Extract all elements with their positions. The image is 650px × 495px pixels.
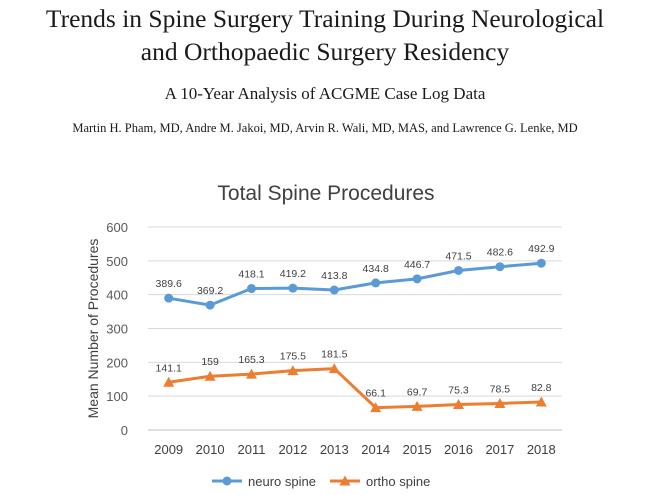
data-labels: 389.6 369.2 418.1 419.2 413.8 434.8 446.7 471.5…	[156, 243, 555, 399]
x-tick-label: 2016	[444, 442, 473, 457]
data-label: 369.2	[197, 285, 223, 297]
x-tick-label: 2010	[196, 442, 225, 457]
legend-marker	[222, 476, 232, 486]
data-point	[536, 258, 546, 268]
data-label: 471.5	[445, 250, 471, 262]
x-tick-label: 2017	[485, 442, 514, 457]
data-label: 82.8	[531, 382, 552, 394]
paper-title-line-1: Trends in Spine Surgery Training During …	[45, 4, 605, 33]
data-label: 446.7	[404, 259, 430, 271]
data-point	[370, 402, 382, 413]
series-line-neuro-spine	[168, 261, 542, 307]
data-label: 159	[201, 356, 219, 368]
y-tick-label: 500	[106, 254, 128, 269]
data-point	[412, 274, 422, 284]
data-point	[247, 284, 256, 294]
data-point	[535, 396, 547, 407]
data-point	[411, 400, 423, 411]
y-tick-label: 400	[106, 288, 128, 303]
data-point	[204, 370, 216, 381]
data-point	[494, 397, 506, 408]
x-tick-label: 2013	[320, 442, 349, 457]
data-point	[288, 283, 298, 293]
gridlines	[148, 226, 562, 431]
y-axis-label: Mean Number of Procedures	[85, 239, 101, 419]
x-tick-label: 2009	[154, 442, 183, 457]
legend: neuro spine ortho spine	[212, 474, 430, 489]
data-point	[371, 278, 381, 288]
data-point	[287, 365, 299, 376]
legend-label: neuro spine	[248, 474, 316, 489]
y-tick-label: 200	[106, 355, 128, 370]
paper-title: Trends in Spine Surgery Training During …	[0, 2, 650, 68]
paper-subtitle: A 10-Year Analysis of ACGME Case Log Dat…	[164, 84, 486, 103]
data-label: 78.5	[490, 383, 511, 395]
x-tick-label: 2011	[238, 442, 266, 457]
data-point	[205, 300, 215, 310]
paper-authors: Martin H. Pham, MD, Andre M. Jakoi, MD, …	[72, 121, 578, 135]
data-label: 389.6	[156, 278, 182, 290]
y-tick-label: 600	[106, 220, 128, 235]
data-label: 75.3	[448, 385, 469, 397]
series-line-ortho-spine	[168, 367, 542, 410]
x-tick-label: 2018	[527, 442, 556, 457]
x-tick-label: 2014	[361, 442, 390, 457]
data-point	[164, 293, 174, 303]
legend-marker	[339, 475, 351, 486]
y-tick-label: 100	[106, 389, 128, 404]
data-point	[495, 262, 505, 272]
data-label: 418.1	[238, 269, 264, 281]
x-tick-label: 2015	[403, 442, 432, 457]
data-point	[329, 285, 339, 295]
series-group	[163, 258, 547, 413]
chart-title: Total Spine Procedures	[217, 182, 434, 205]
y-tick-label: 300	[106, 322, 128, 337]
data-label: 181.5	[321, 349, 347, 361]
data-label: 175.5	[280, 351, 306, 363]
y-tick-label: 0	[121, 423, 128, 438]
data-label: 66.1	[365, 388, 386, 400]
data-label: 434.8	[363, 263, 389, 275]
x-tick-label: 2012	[278, 442, 307, 457]
data-label: 492.9	[528, 243, 554, 255]
data-label: 419.2	[280, 268, 306, 280]
data-label: 165.3	[238, 354, 264, 366]
data-point	[328, 363, 340, 374]
data-label: 141.1	[156, 362, 182, 374]
data-point	[454, 265, 463, 275]
data-point	[453, 399, 464, 410]
axes: 0 100 200 300 400 500 600 2009 2010 2011 2012 2013 2…	[85, 220, 556, 457]
data-label: 482.6	[487, 247, 513, 259]
data-point	[163, 376, 175, 387]
data-label: 69.7	[407, 386, 428, 398]
paper-title-line-2: and Orthopaedic Surgery Residency	[140, 37, 510, 66]
legend-label: ortho spine	[366, 474, 430, 489]
data-point	[246, 368, 257, 379]
data-label: 413.8	[321, 270, 347, 282]
